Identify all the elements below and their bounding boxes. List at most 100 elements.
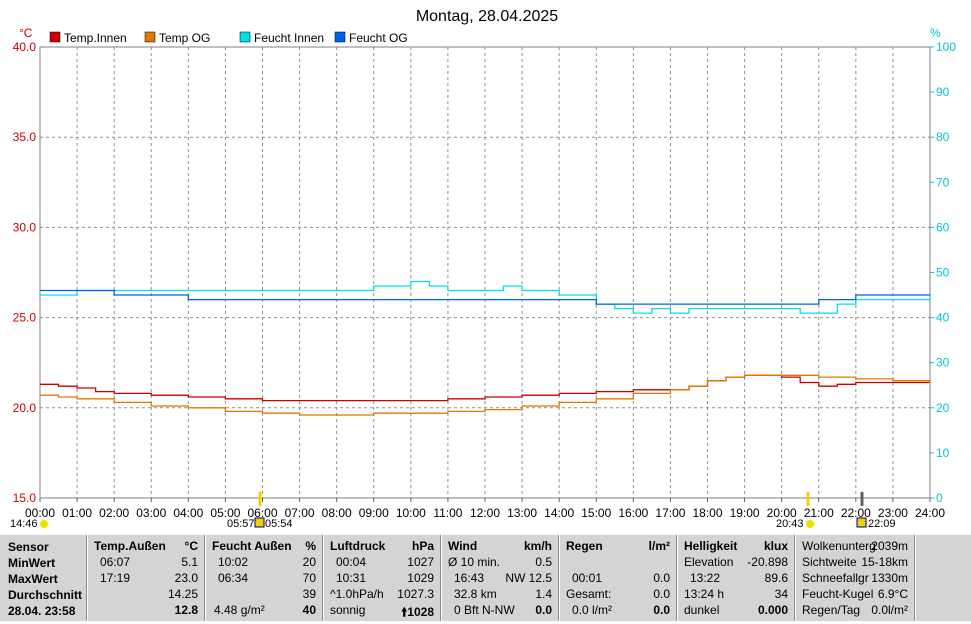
x-tick-label: 22:00 xyxy=(841,506,871,520)
avg-label: Durchschnitt xyxy=(8,588,83,602)
x-tick-label: 15:00 xyxy=(581,506,611,520)
snowline-label: Schneefallgr xyxy=(802,571,869,585)
brightness-state: dunkel xyxy=(684,603,720,617)
daylight-hours: 13:24 h xyxy=(684,587,725,601)
rain-total-label: Gesamt: xyxy=(566,587,612,601)
brightness-max-time: 13:22 xyxy=(690,571,721,585)
x-tick-label: 23:00 xyxy=(878,506,908,520)
snowline-value: 1330m xyxy=(871,571,908,585)
x-tick-label: 08:00 xyxy=(322,506,352,520)
now-time: 14:46 xyxy=(10,518,38,530)
x-tick-label: 17:00 xyxy=(655,506,685,520)
wind-avg-label: Ø 10 min. xyxy=(448,555,501,569)
x-tick-label: 16:00 xyxy=(618,506,648,520)
temp-min-value: 5.1 xyxy=(181,555,198,569)
sensor-column: Sensor MinWert MaxWert Durchschnitt 28.0… xyxy=(0,535,86,621)
temp-max-value: 23.0 xyxy=(174,571,198,585)
temp-now-value: 12.8 xyxy=(174,603,198,617)
legend: Temp.Innen Temp OG Feucht Innen Feucht OG xyxy=(49,31,408,45)
temp-min-time: 06:07 xyxy=(100,555,131,569)
y-right-tick-label: 0 xyxy=(936,491,943,505)
series-lines xyxy=(40,280,931,416)
summary-table: Sensor MinWert MaxWert Durchschnitt 28.0… xyxy=(0,535,971,621)
legend-swatch xyxy=(239,31,251,43)
x-tick-label: 02:00 xyxy=(99,506,129,520)
x-axis: 00:00 01:00 02:00 03:00 04:00 05:00 06:00 07:00… xyxy=(25,498,945,520)
sunrise-time: 05:54 xyxy=(265,518,293,530)
legend-swatch xyxy=(144,31,156,43)
wind-avg-value: 0.5 xyxy=(535,555,552,569)
x-tick-label: 06:00 xyxy=(247,506,277,520)
humidity-now-value: 40 xyxy=(302,603,316,617)
pressure-min-time: 00:04 xyxy=(336,555,367,569)
y-right-unit: % xyxy=(930,26,941,40)
humidity-column: Feucht Außen % 10:02 20 06:34 70 39 4.48… xyxy=(206,535,322,621)
chart-title: Montag, 28.04.2025 xyxy=(416,8,558,25)
y-right-tick-label: 40 xyxy=(936,311,950,325)
humidity-min-value: 20 xyxy=(302,555,316,569)
x-tick-label: 19:00 xyxy=(730,506,760,520)
y-left-unit: °C xyxy=(19,26,33,40)
pressure-min-value: 1027 xyxy=(407,555,434,569)
y-right-tick-label: 20 xyxy=(936,401,950,415)
x-tick-label: 18:00 xyxy=(692,506,722,520)
y-left-tick-label: 15.0 xyxy=(13,491,37,505)
y-left-tick-label: 20.0 xyxy=(13,401,37,415)
x-tick-label: 04:00 xyxy=(173,506,203,520)
humidity-avg-value: 39 xyxy=(302,587,316,601)
brightness-max-value: 89.6 xyxy=(764,571,788,585)
x-tick-label: 12:00 xyxy=(470,506,500,520)
rain-max-time: 00:01 xyxy=(572,571,603,585)
sunset-time: 20:43 xyxy=(776,518,804,530)
wind-distance-value: 1.4 xyxy=(535,587,552,601)
wind-beaufort: 0 Bft N-NW xyxy=(454,603,515,617)
y-left-tick-label: 30.0 xyxy=(13,220,37,234)
humidity-max-time: 06:34 xyxy=(218,571,249,585)
min-label: MinWert xyxy=(8,556,56,570)
wet-bulb-value: 6.9°C xyxy=(877,587,908,601)
x-tick-label: 07:00 xyxy=(285,506,315,520)
wind-max-value: NW 12.5 xyxy=(505,571,552,585)
humidity-header: Feucht Außen xyxy=(212,539,292,553)
x-tick-label: 14:00 xyxy=(544,506,574,520)
x-tick-label: 11:00 xyxy=(433,506,462,520)
humidity-min-time: 10:02 xyxy=(218,555,249,569)
wind-now-value: 0.0 xyxy=(535,603,552,617)
series-line-feucht-innen xyxy=(40,280,931,314)
wind-max-time: 16:43 xyxy=(454,571,485,585)
moonrise-icon xyxy=(856,517,867,528)
sunset-after-time: 22:09 xyxy=(868,518,896,530)
brightness-unit: klux xyxy=(763,539,788,553)
x-tick-label: 01:00 xyxy=(62,506,92,520)
series-line-feucht-og xyxy=(40,289,930,305)
rain-day-value: 0.0l/m² xyxy=(871,603,908,617)
elevation-value: -20.898 xyxy=(747,555,788,569)
legend-label: Feucht Innen xyxy=(254,31,324,45)
pressure-now-value: 🠙1028 xyxy=(401,605,434,619)
pressure-max-value: 1029 xyxy=(407,571,434,585)
now-label: 28.04. 23:58 xyxy=(8,604,76,618)
brightness-header: Helligkeit xyxy=(684,539,738,553)
temp-max-time: 17:19 xyxy=(100,571,131,585)
pressure-header: Luftdruck xyxy=(330,539,386,553)
wind-column: Wind km/h Ø 10 min. 0.5 16:43 NW 12.5 32… xyxy=(442,535,558,621)
sun-icon xyxy=(40,520,48,528)
rain-amount: 0.0 l/m² xyxy=(572,603,613,617)
rain-day-label: Regen/Tag xyxy=(802,603,861,617)
y-left-tick-label: 40.0 xyxy=(13,40,37,54)
y-right-tick-label: 10 xyxy=(936,446,950,460)
rain-unit: l/m² xyxy=(648,539,670,553)
wind-distance: 32.8 km xyxy=(454,587,497,601)
series-line-temp-og xyxy=(40,374,931,416)
rain-total-value: 0.0 xyxy=(653,587,670,601)
x-tick-label: 24:00 xyxy=(915,506,945,520)
x-tick-label: 21:00 xyxy=(804,506,834,520)
pressure-max-time: 10:31 xyxy=(336,571,367,585)
chart: Montag, 28.04.2025 °C % Temp.Innen Temp O… xyxy=(10,8,956,530)
sunrise-icon xyxy=(254,517,265,528)
trend-up-icon: 🠙 xyxy=(401,605,408,619)
wind-header: Wind xyxy=(448,539,478,553)
visibility-label: Sichtweite xyxy=(802,555,857,569)
y-right-tick-label: 70 xyxy=(936,175,950,189)
